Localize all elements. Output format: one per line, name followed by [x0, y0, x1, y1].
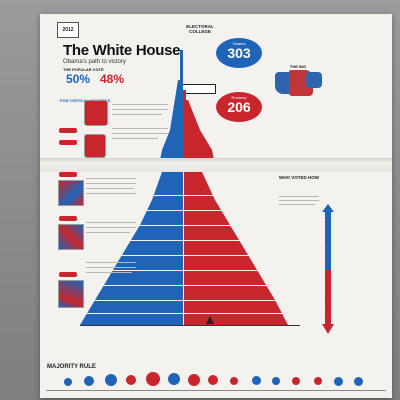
- county-map-prince-william: [58, 180, 84, 206]
- year-bubble: [84, 376, 94, 386]
- year-bubble: [208, 375, 218, 385]
- text-line: [279, 204, 315, 205]
- year-bubble: [292, 377, 300, 385]
- majority-rule-label: MAJORITY RULE: [47, 364, 96, 370]
- text-line: [112, 128, 168, 129]
- text-line: [86, 222, 136, 223]
- obama-popular-pct: 50%: [66, 72, 91, 86]
- text-line: [86, 267, 136, 268]
- headline: The White House: [63, 42, 181, 59]
- county-map-jefferson: [58, 224, 84, 250]
- subhead: Obama's path to victory: [63, 59, 126, 65]
- year-bubble: [272, 377, 280, 385]
- electoral-bar-graphic: [80, 50, 300, 326]
- county-map-hillsborough: [58, 280, 84, 308]
- county-label-tag: [59, 272, 77, 277]
- text-line: [279, 196, 319, 197]
- county-label-tag: [59, 172, 77, 177]
- year-bubble: [126, 375, 136, 385]
- romney-electoral-votes: 206: [227, 99, 251, 115]
- scale-tick: +7: [320, 298, 324, 302]
- year-bubble: [230, 377, 238, 385]
- obama-electoral-badge: Obama 303: [216, 38, 262, 68]
- county-label-tag: [59, 128, 77, 133]
- text-line: [279, 200, 319, 201]
- who-voted-label: WHO VOTED HOW: [279, 175, 319, 180]
- year-bubble: [105, 374, 117, 386]
- popular-vote-label: THE POPULAR VOTE: [63, 67, 104, 72]
- text-line: [86, 232, 130, 233]
- text-line: [86, 188, 134, 189]
- year-bubble: [334, 377, 343, 386]
- logo-text: 2012: [62, 27, 74, 33]
- obama-electoral-votes: 303: [227, 45, 251, 61]
- us-map-east: [306, 72, 322, 88]
- text-line: [86, 262, 136, 263]
- county-map-thumb: [84, 134, 106, 158]
- year-bubble: [146, 372, 160, 386]
- year-bubble: [64, 378, 72, 386]
- text-line: [86, 183, 136, 184]
- year-bubble: [314, 377, 322, 385]
- who-voted-scale: [322, 204, 334, 334]
- text-line: [86, 193, 136, 194]
- scale-tick: +1: [320, 270, 324, 274]
- scale-tick: +5: [320, 254, 324, 258]
- year-bubble: [354, 377, 363, 386]
- text-line: [112, 138, 158, 139]
- text-line: [112, 114, 162, 115]
- text-line: [86, 178, 136, 179]
- scale-tick: -10: [320, 318, 325, 322]
- county-label-tag: [59, 216, 77, 221]
- page-fold: [40, 158, 392, 172]
- text-line: [112, 104, 168, 105]
- romney-electoral-badge: Romney 206: [216, 92, 262, 122]
- county-map-thumb: [84, 100, 108, 126]
- text-line: [86, 227, 136, 228]
- year-bubble: [188, 374, 200, 386]
- scale-tick: +8: [320, 238, 324, 242]
- romney-popular-pct: 48%: [100, 72, 125, 86]
- scale-tick: +11: [320, 218, 325, 222]
- timeline-axis: [46, 390, 386, 391]
- text-line: [112, 109, 168, 110]
- year-bubble: [252, 376, 261, 385]
- electoral-college-label: ELECTORAL COLLEGE: [186, 24, 214, 34]
- text-line: [86, 272, 132, 273]
- section-logo: 2012: [57, 22, 79, 38]
- romney-name: Romney: [231, 95, 247, 100]
- text-line: [112, 133, 168, 134]
- obama-name: Obama: [232, 41, 246, 46]
- county-label-tag: [59, 140, 77, 145]
- year-bubble: [168, 373, 180, 385]
